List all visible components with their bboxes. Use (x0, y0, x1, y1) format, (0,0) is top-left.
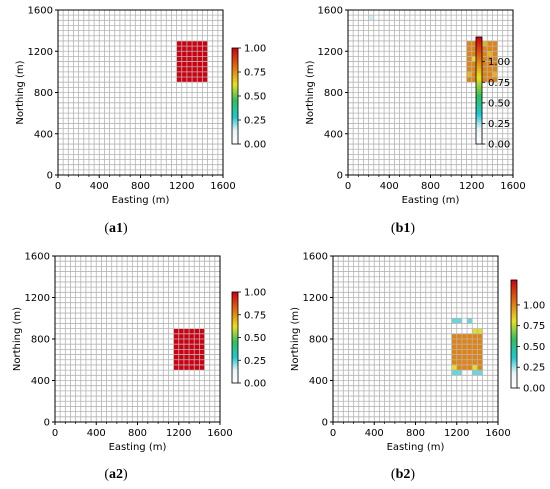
y-tick-label: 400 (34, 129, 53, 140)
caption-b2: (b2) (390, 467, 416, 482)
x-tick-label: 800 (131, 181, 150, 192)
heat-cell-b2-2 (467, 318, 473, 324)
caption-b2-letter: b (395, 467, 404, 482)
heat-cell-b1-2 (471, 56, 477, 62)
caption-a2-letter: a (109, 467, 116, 482)
y-tick-label: 800 (31, 335, 50, 346)
x-tick-label: 1600 (207, 428, 232, 439)
colorbar-tick-label: 0.25 (244, 356, 266, 367)
y-tick-label: 800 (34, 88, 53, 99)
x-tick-label: 400 (380, 181, 399, 192)
heat-cell-b1-5 (492, 71, 498, 78)
colorbar-tick-label: 0.00 (244, 379, 266, 390)
colorbar-tick-label: 0.75 (244, 310, 266, 321)
caption-a1-num: 1 (116, 221, 123, 236)
y-tick-label: 0 (44, 418, 50, 429)
y-tick-label: 1600 (318, 6, 343, 17)
x-tick-label: 400 (365, 428, 384, 439)
heat-cell-b1-7 (368, 15, 374, 21)
panel-b2: 0 400 800 1200 1600 0 400 800 1200 1600 Easting (m… (290, 252, 545, 454)
x-tick-label: 400 (90, 181, 109, 192)
x-tick-label: 0 (55, 181, 61, 192)
y-axis-label: Northing (m) (12, 307, 23, 371)
caption-b1: (b1) (390, 221, 416, 236)
colorbar-tick-label: 0.00 (523, 384, 545, 395)
caption-a2-num: 2 (116, 467, 123, 482)
y-tick-label: 1600 (28, 6, 53, 17)
x-axis-label: Easting (m) (402, 195, 460, 206)
colorbar-tick-label: 1.00 (244, 288, 266, 299)
x-tick-label: 0 (330, 428, 336, 439)
colorbar (510, 279, 518, 389)
x-tick-label: 1600 (210, 181, 235, 192)
y-tick-label: 0 (337, 171, 343, 182)
x-tick-label: 1600 (500, 181, 525, 192)
colorbar-tick-label: 0.75 (244, 68, 266, 79)
colorbar-tick-label: 0.75 (488, 78, 510, 89)
colorbar-tick-label: 0.00 (244, 140, 266, 151)
heat-cell-b1-1 (482, 40, 488, 47)
caption-a1: (a1) (104, 221, 128, 236)
colorbar-tick-label: 0.25 (488, 119, 510, 130)
colorbar-tick-label: 0.00 (488, 140, 510, 151)
panel-a2: 0 400 800 1200 1600 0 400 800 1200 1600 Easting (m… (12, 252, 266, 454)
x-tick-label: 1600 (485, 428, 510, 439)
x-tick-label: 1200 (166, 428, 191, 439)
y-tick-label: 800 (324, 88, 343, 99)
y-tick-label: 400 (309, 376, 328, 387)
x-tick-label: 800 (421, 181, 440, 192)
panel-a1: 0 400 800 1200 1600 0 400 800 1200 1600 Easting (m… (15, 6, 266, 207)
heat-cell-b1-6 (466, 71, 472, 78)
colorbar-tick-label: 1.00 (244, 44, 266, 55)
colorbar-tick-label: 0.75 (523, 321, 545, 332)
x-axis-label: Easting (m) (387, 442, 445, 453)
y-tick-label: 1200 (303, 293, 328, 304)
colorbar (231, 291, 239, 384)
y-tick-label: 400 (31, 376, 50, 387)
colorbar-tick-label: 0.50 (488, 98, 510, 109)
y-tick-label: 1200 (25, 293, 50, 304)
y-axis-label: Northing (m) (305, 60, 316, 124)
panel-b1: 0 400 800 1200 1600 0 400 800 1200 1600 Easting (m… (305, 6, 526, 207)
y-tick-label: 1200 (28, 47, 53, 58)
x-tick-label: 800 (406, 428, 425, 439)
y-axis-label: Northing (m) (290, 307, 301, 371)
y-tick-label: 0 (322, 418, 328, 429)
colorbar-tick-label: 0.25 (523, 363, 545, 374)
y-tick-label: 1600 (25, 252, 50, 263)
colorbar-tick-label: 1.00 (523, 300, 545, 311)
colorbar (231, 47, 239, 145)
y-tick-label: 1200 (318, 47, 343, 58)
x-tick-label: 0 (345, 181, 351, 192)
colorbar-tick-label: 0.50 (244, 333, 266, 344)
x-tick-label: 800 (128, 428, 147, 439)
y-tick-label: 400 (324, 129, 343, 140)
x-axis-label: Easting (m) (112, 195, 170, 206)
y-tick-label: 0 (47, 171, 53, 182)
colorbar-tick-label: 0.50 (244, 92, 266, 103)
caption-b2-num: 2 (403, 467, 411, 482)
heat-cell-b2-4 (451, 364, 457, 371)
colorbar-tick-label: 1.00 (488, 57, 510, 68)
caption-b1-letter: b (395, 221, 404, 236)
x-axis-label: Easting (m) (109, 442, 167, 453)
x-tick-label: 0 (52, 428, 58, 439)
heat-cell-b2-5 (472, 364, 478, 371)
y-tick-label: 1600 (303, 252, 328, 263)
heat-cell-b1-3 (487, 51, 493, 57)
y-axis-label: Northing (m) (15, 60, 26, 124)
caption-b1-num: 1 (403, 221, 411, 236)
caption-a1-letter: a (109, 221, 116, 236)
colorbar-tick-label: 0.50 (523, 342, 545, 353)
y-tick-label: 800 (309, 335, 328, 346)
colorbar-tick-label: 0.25 (244, 116, 266, 127)
x-tick-label: 1200 (444, 428, 469, 439)
x-tick-label: 1200 (459, 181, 484, 192)
x-tick-label: 400 (87, 428, 106, 439)
caption-a2: (a2) (104, 467, 128, 482)
colorbar (475, 36, 483, 145)
x-tick-label: 1200 (169, 181, 194, 192)
